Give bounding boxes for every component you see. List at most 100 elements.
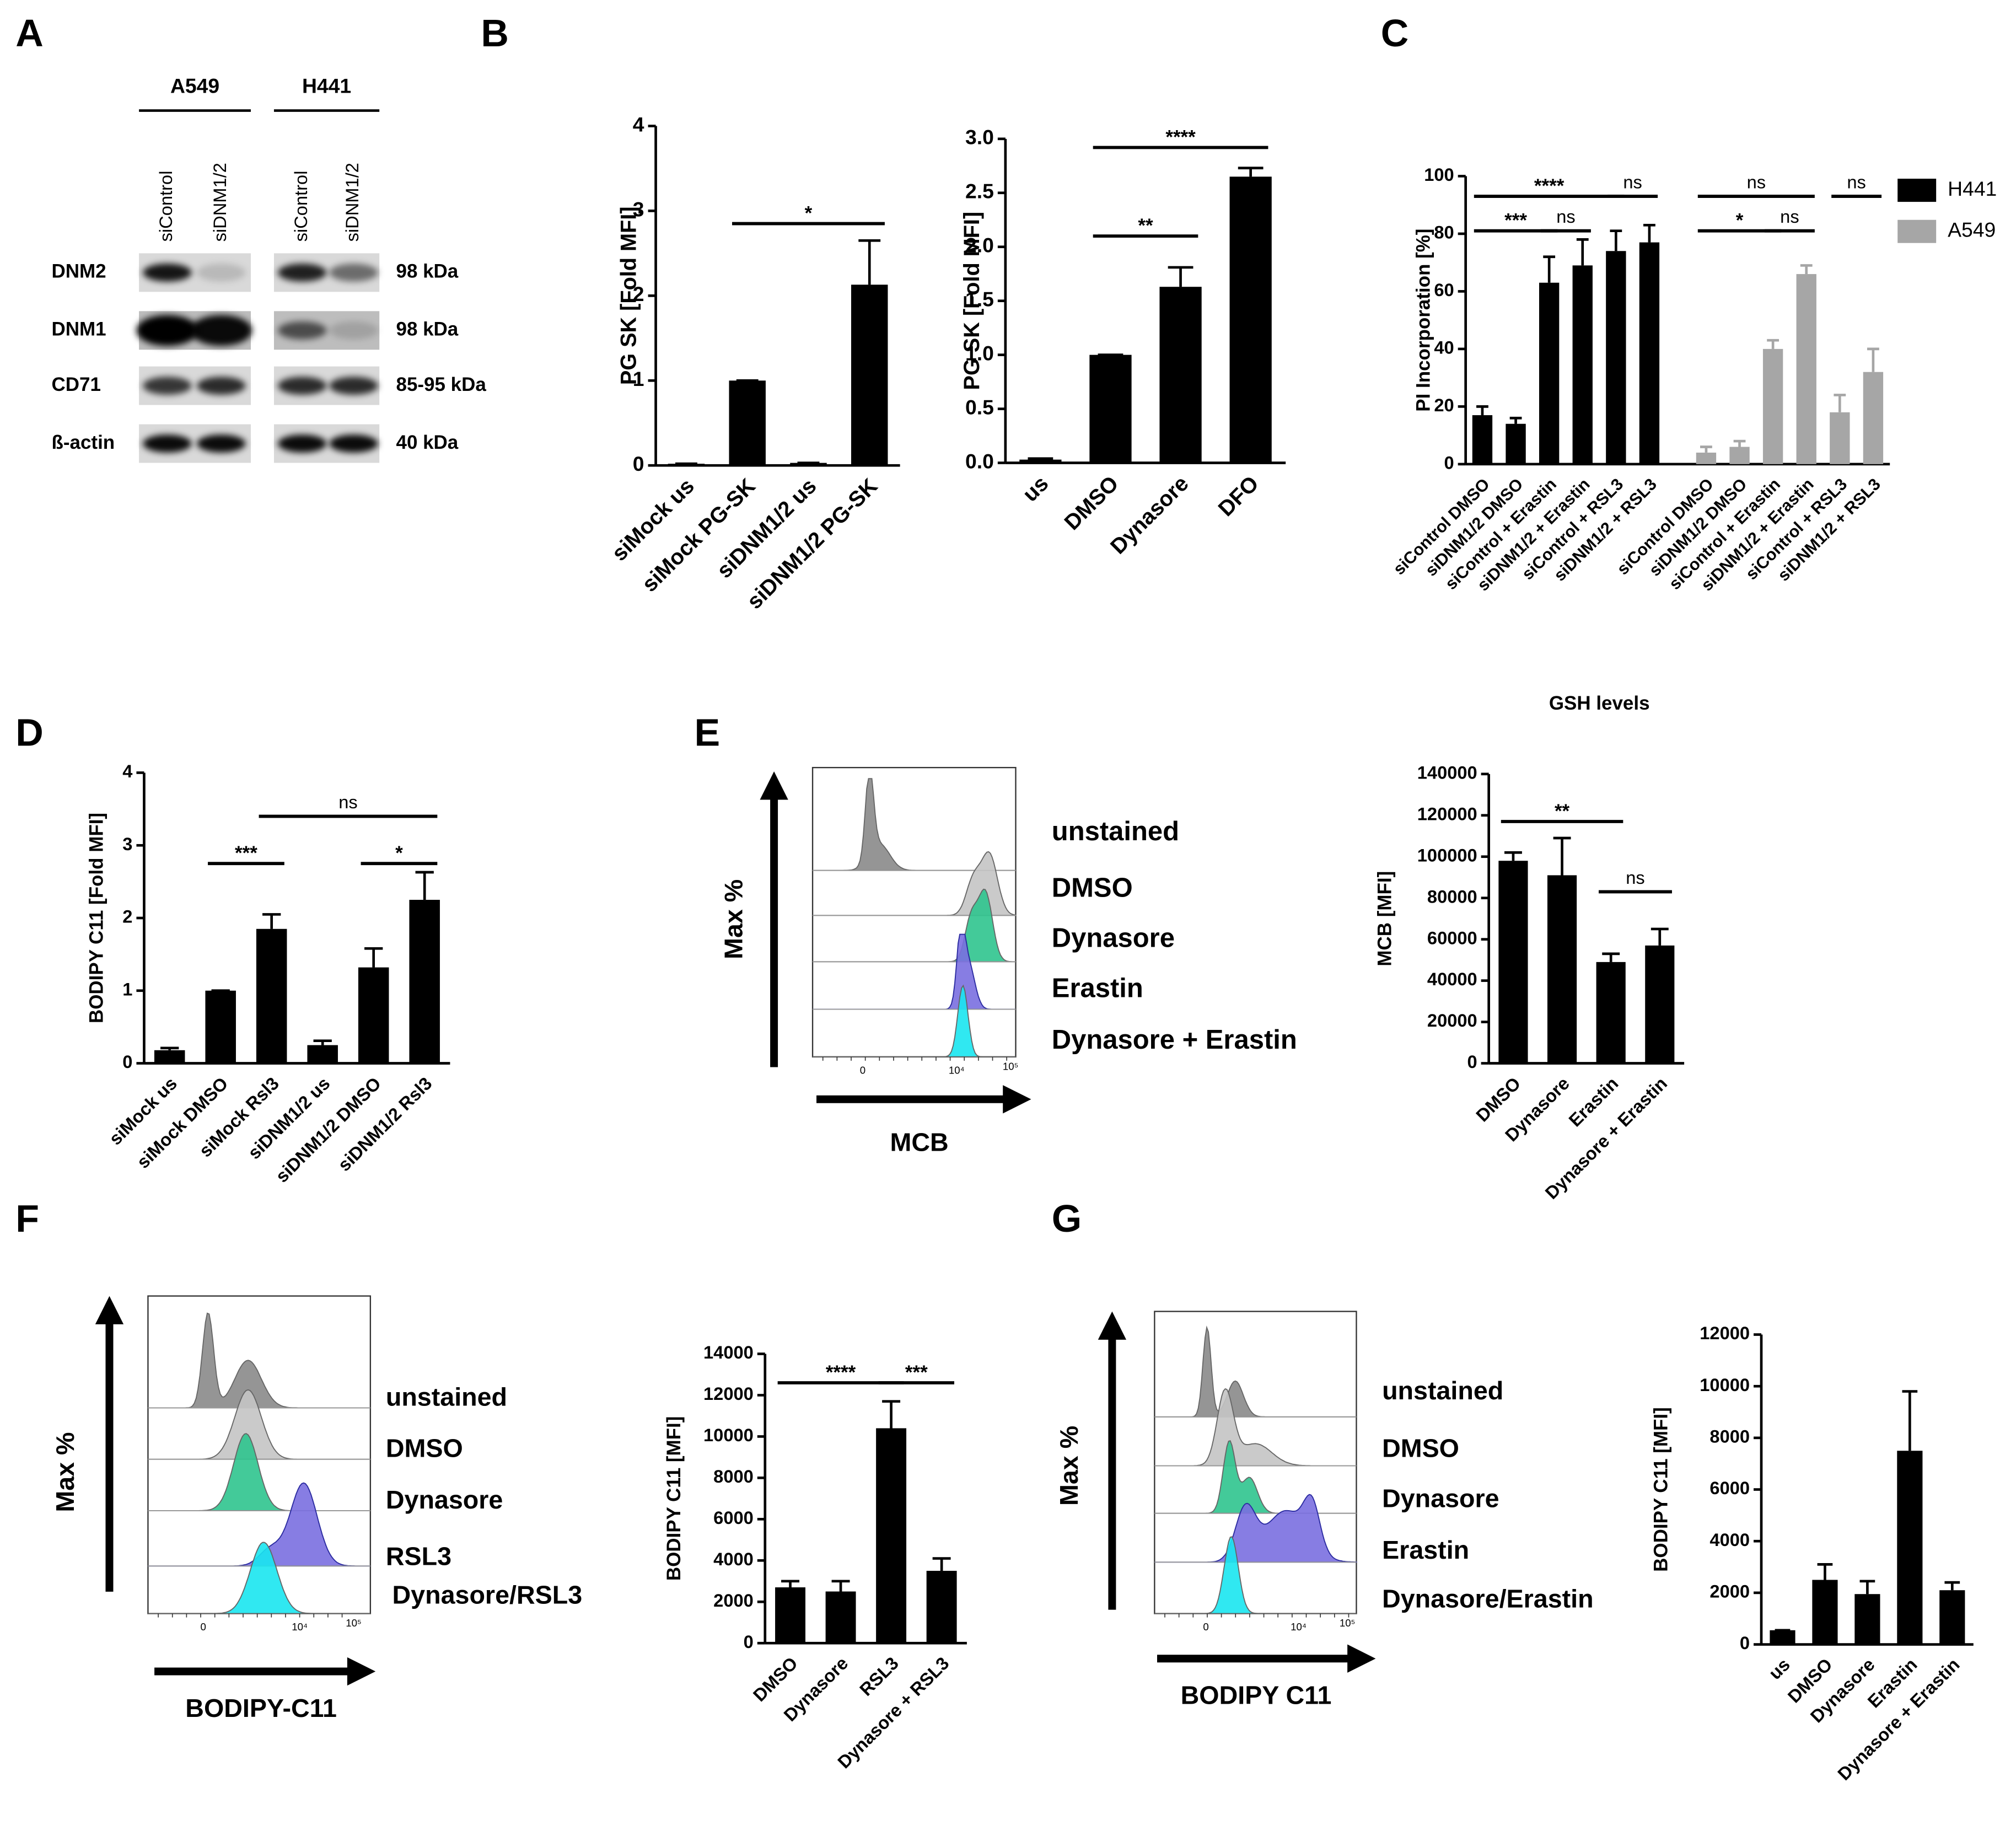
cell-line-label: A549 (170, 74, 219, 97)
blot-band (197, 264, 246, 282)
x-arrow-head (347, 1657, 376, 1686)
significance-label: ** (1555, 801, 1570, 822)
size-label: 98 kDa (396, 261, 459, 282)
error-bar (1834, 394, 1846, 412)
bar (1897, 1451, 1923, 1645)
protein-label: DNM1 (52, 319, 106, 340)
histogram-legend: unstained (386, 1382, 507, 1411)
x-arrow-head (1003, 1085, 1031, 1114)
panel-label: F (15, 1197, 39, 1240)
error-bar (1817, 1563, 1833, 1580)
bar (409, 900, 440, 1064)
error-bar (160, 1046, 179, 1050)
y-tick-label: 1 (122, 979, 132, 999)
error-bar (1238, 167, 1264, 177)
blot-band (197, 377, 246, 395)
x-tick-label: siMock DMSO (133, 1073, 232, 1172)
x-tick-label: 10⁵ (1003, 1060, 1018, 1072)
y-tick-label: 20000 (1427, 1010, 1477, 1030)
y-tick-label: 3 (633, 197, 644, 221)
histogram-legend: Dynasore + Erastin (1052, 1025, 1297, 1055)
error-bar (1859, 1580, 1875, 1595)
bar (1863, 372, 1884, 464)
y-tick-label: 3 (122, 834, 132, 854)
bar (154, 1050, 185, 1064)
bar (205, 990, 236, 1064)
y-tick-label: 60000 (1427, 927, 1477, 948)
size-label: 85-95 kDa (396, 374, 487, 395)
y-tick-label: 8000 (1709, 1426, 1750, 1447)
x-tick-label: 10⁵ (346, 1617, 361, 1629)
histogram-legend: unstained (1382, 1376, 1503, 1405)
y-tick-label: 80000 (1427, 886, 1477, 906)
y-tick-label: 40 (1434, 337, 1454, 358)
bar (1159, 287, 1202, 463)
histogram-legend: Dynasore (1052, 924, 1175, 953)
y-tick-label: 100 (1424, 164, 1454, 185)
y-tick-label: 0.0 (965, 449, 994, 473)
error-bar (1576, 238, 1589, 266)
size-label: 40 kDa (396, 432, 459, 453)
lane-label: siDNM1/2 (209, 163, 230, 241)
y-tick-label: 0 (1467, 1051, 1477, 1072)
bar (1596, 962, 1626, 1064)
y-tick-label: 2.5 (965, 180, 994, 203)
bar (1770, 1630, 1795, 1645)
error-bar (313, 1039, 332, 1045)
blot-band (143, 434, 192, 453)
histogram-legend: Erastin (1052, 974, 1143, 1003)
y-axis-label: Max % (719, 879, 748, 959)
legend-swatch (1897, 219, 1937, 243)
panel-label: B (481, 12, 509, 55)
x-tick-label: DMSO (1060, 471, 1123, 535)
error-bar (262, 913, 281, 929)
error-bar (1944, 1581, 1960, 1591)
significance-label: * (395, 842, 403, 864)
y-tick-label: 4 (122, 761, 132, 781)
panel-label: D (15, 711, 44, 754)
y-axis-label: BODIPY C11 [MFI] (1651, 1407, 1672, 1572)
error-bar (1028, 457, 1053, 460)
y-axis-label: PG SK [Fold MFI] (960, 212, 984, 390)
y-tick-label: 0 (1444, 452, 1454, 473)
histogram-legend: Erastin (1382, 1536, 1469, 1564)
histogram-legend: Dynasore (386, 1485, 503, 1514)
legend-swatch (1897, 179, 1937, 202)
histogram-legend: unstained (1052, 817, 1179, 846)
y-tick-label: 2.0 (965, 234, 994, 257)
x-axis-label: MCB (890, 1128, 949, 1157)
blot-band (190, 315, 252, 346)
error-bar (781, 1580, 800, 1588)
y-tick-label: 8000 (713, 1466, 754, 1486)
y-tick-label: 4 (633, 112, 644, 136)
bar (1539, 282, 1560, 464)
y-tick-label: 120000 (1417, 803, 1477, 824)
error-bar (1602, 952, 1620, 962)
panel-label: C (1381, 12, 1409, 55)
blot-band (197, 434, 246, 453)
bar (825, 1591, 856, 1644)
bar (1639, 242, 1660, 464)
protein-label: ß-actin (52, 432, 115, 453)
protein-label: DNM2 (52, 261, 106, 282)
y-tick-label: 6000 (713, 1507, 754, 1528)
histogram-legend: Dynasore/Erastin (1382, 1585, 1594, 1613)
y-axis-label: Max % (51, 1432, 79, 1512)
significance-label: *** (235, 842, 257, 864)
error-bar (1651, 927, 1669, 946)
blot-band (329, 377, 378, 395)
y-tick-label: 4000 (1709, 1529, 1750, 1550)
significance-label: ns (1847, 171, 1866, 192)
histogram-legend: DMSO (386, 1434, 463, 1463)
lane-label: siControl (155, 171, 176, 242)
y-tick-label: 10000 (1700, 1375, 1750, 1395)
significance-label: *** (1504, 210, 1527, 232)
y-axis-label: BODIPY C11 [Fold MFI] (86, 813, 107, 1023)
bar (1854, 1594, 1880, 1645)
y-tick-label: 12000 (1700, 1323, 1750, 1343)
significance-label: **** (826, 1362, 856, 1383)
significance-label: *** (905, 1362, 928, 1383)
chart-title: GSH levels (1549, 692, 1650, 714)
significance-label: ns (1556, 206, 1575, 227)
y-tick-label: 80 (1434, 222, 1454, 243)
